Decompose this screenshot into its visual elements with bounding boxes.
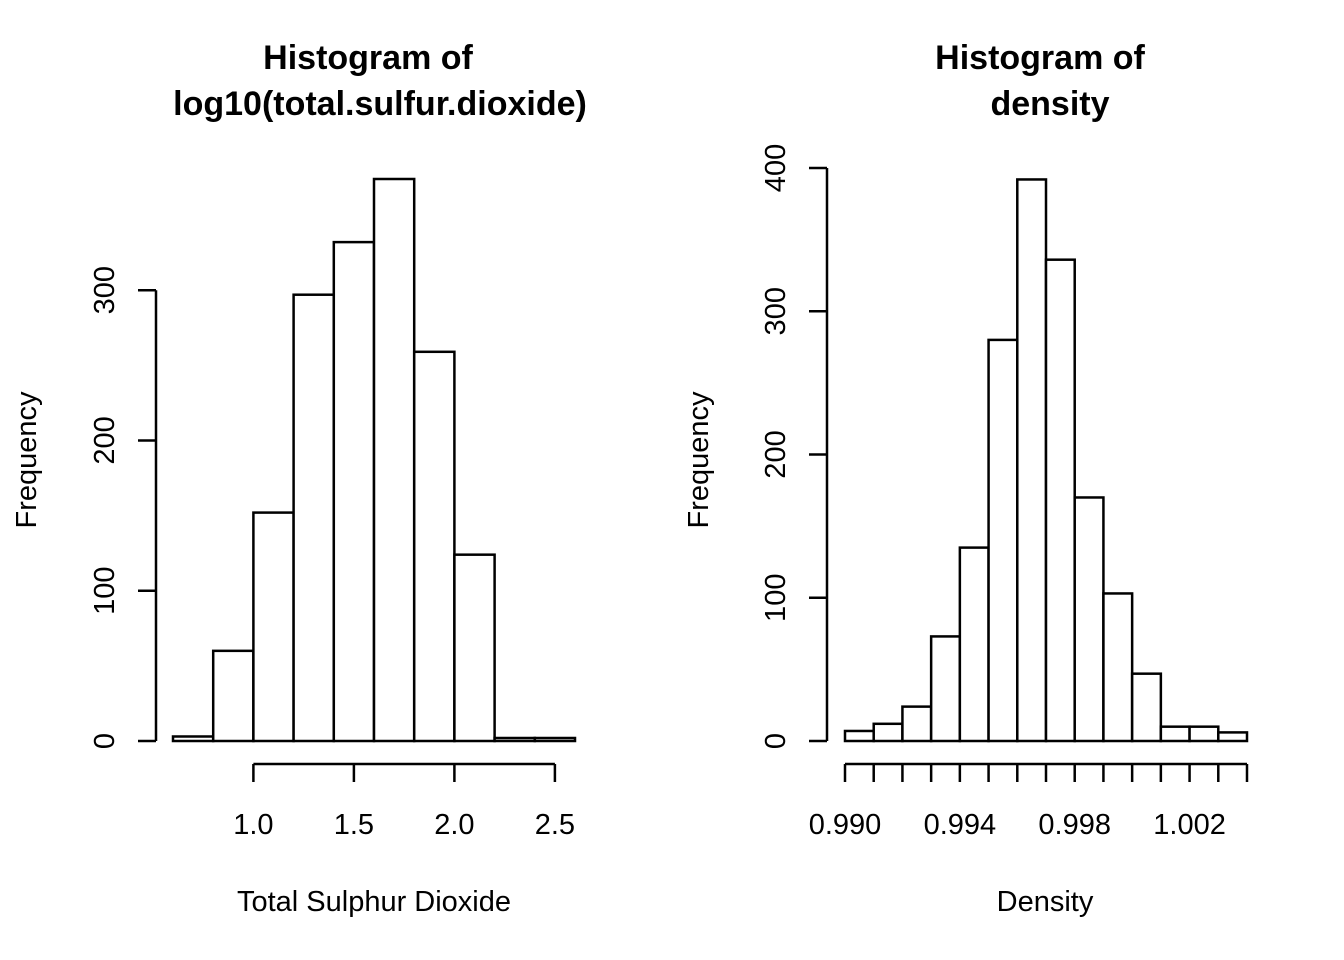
y-axis: 0 100 200 300 (89, 266, 158, 749)
y-tick-label: 100 (760, 574, 792, 622)
y-tick-label: 300 (89, 266, 121, 314)
chart-title-line-2: log10(total.sulfur.dioxide) (173, 85, 587, 123)
histogram-bar (1016, 178, 1048, 743)
chart-title-line-1: Histogram of (935, 39, 1145, 77)
histogram-panel-sulfur-dioxide: Histogram of log10(total.sulfur.dioxide)… (11, 39, 587, 918)
x-axis: 0.990 0.994 0.998 1.002 (809, 762, 1249, 841)
histogram-bar (929, 635, 962, 743)
histogram-bar (872, 722, 904, 743)
histogram-bar (171, 735, 215, 743)
y-tick-label: 400 (760, 144, 792, 192)
histogram-bar (1044, 258, 1076, 743)
histogram-bar (1073, 496, 1105, 743)
histogram-bar (412, 350, 456, 743)
y-tick-label: 300 (760, 287, 792, 335)
x-tick-label: 2.0 (434, 809, 474, 841)
y-tick-label: 200 (760, 430, 792, 478)
histogram-bar (843, 729, 875, 743)
x-tick-label: 0.990 (809, 809, 882, 841)
histogram-bar (987, 338, 1019, 743)
histogram-bar (1217, 731, 1249, 743)
x-tick-label: 1.002 (1153, 809, 1226, 841)
bars (843, 178, 1249, 743)
y-axis: 0 100 200 300 400 (760, 144, 829, 749)
histogram-bar (1159, 725, 1191, 743)
histogram-bar (1102, 592, 1134, 743)
y-tick-label: 0 (89, 733, 121, 749)
bars (171, 177, 577, 743)
histogram-bar (252, 511, 295, 743)
histogram-bar (1188, 725, 1220, 743)
histogram-bar (453, 553, 496, 743)
x-tick-label: 1.0 (233, 809, 273, 841)
y-tick-label: 100 (89, 567, 121, 615)
y-axis-label: Frequency (11, 391, 43, 529)
x-axis-label: Total Sulphur Dioxide (237, 886, 511, 918)
histogram-bar (533, 736, 577, 743)
histogram-bar (958, 546, 990, 743)
x-tick-label: 2.5 (535, 809, 575, 841)
histogram-bar (332, 240, 376, 743)
histogram-bar (372, 177, 416, 743)
x-tick-label: 0.994 (924, 809, 997, 841)
histogram-bar (292, 293, 336, 743)
x-tick-label: 1.5 (334, 809, 374, 841)
y-tick-label: 0 (760, 733, 792, 749)
y-axis-label: Frequency (683, 391, 715, 529)
x-axis-label: Density (997, 886, 1094, 918)
histogram-bar (901, 705, 933, 743)
chart-title-line-2: density (990, 85, 1109, 123)
histogram-bar (493, 736, 537, 743)
histogram-bar (1130, 672, 1163, 743)
y-tick-label: 200 (89, 416, 121, 464)
histogram-panel-density: Histogram of density 0 100 200 300 400 0.990… (683, 39, 1249, 918)
histogram-bar (211, 649, 255, 743)
x-tick-label: 0.998 (1038, 809, 1111, 841)
chart-title-line-1: Histogram of (263, 39, 473, 77)
x-axis: 1.0 1.5 2.0 2.5 (233, 762, 575, 841)
